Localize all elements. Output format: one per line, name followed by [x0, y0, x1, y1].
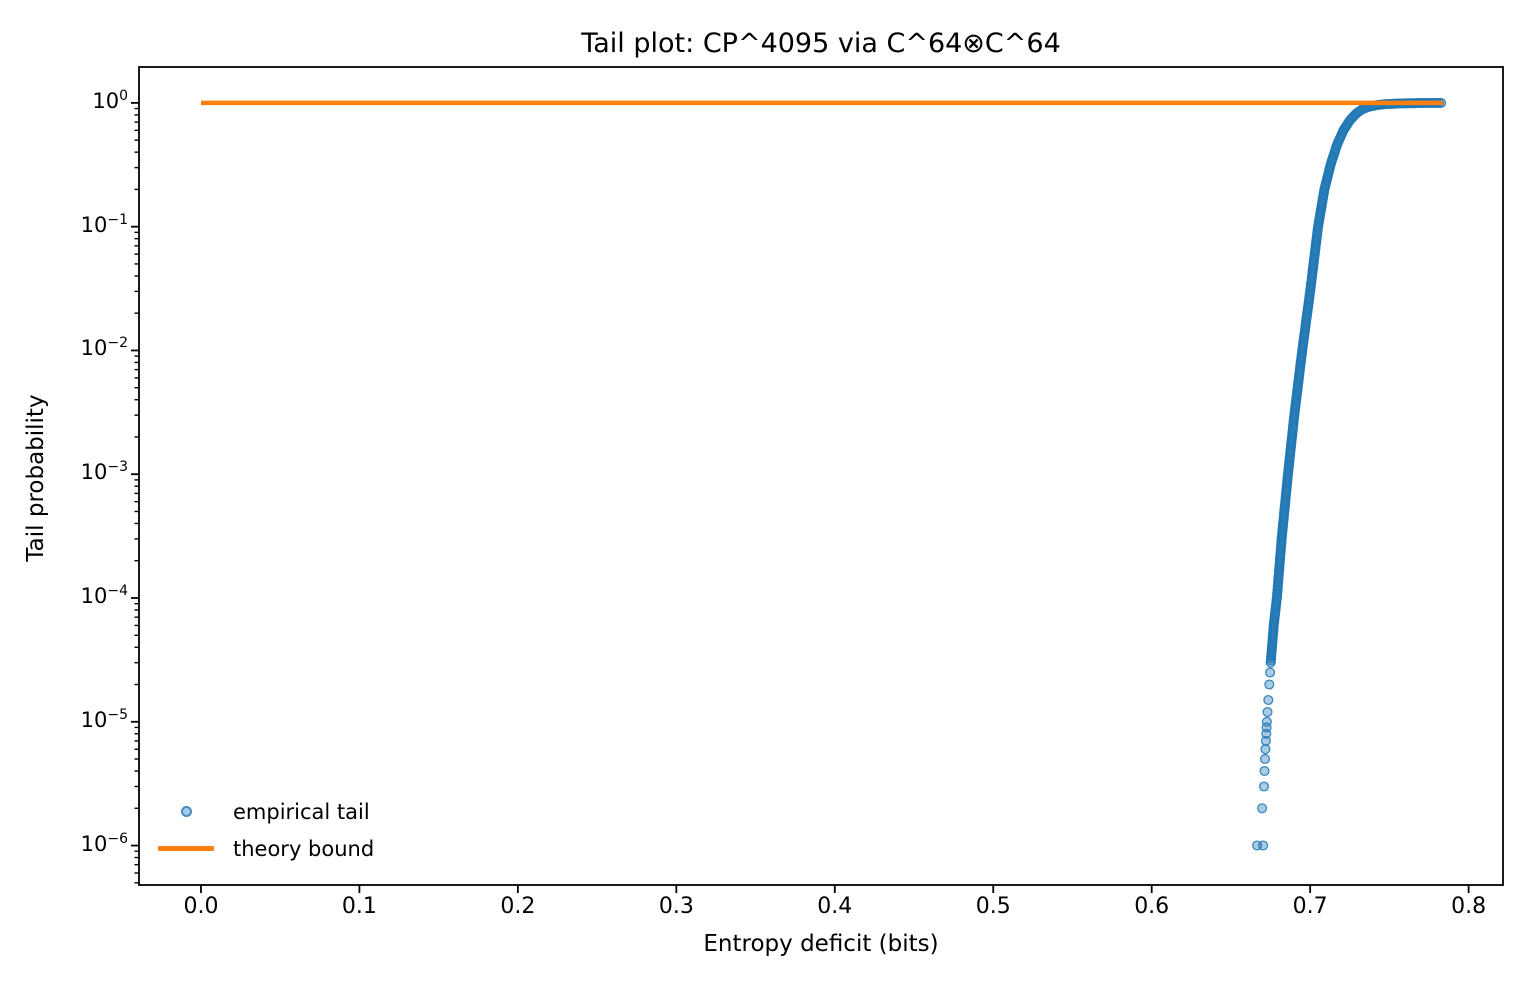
x-tick-label: 0.2 [500, 894, 536, 919]
y-tick-label: 100 [92, 87, 128, 113]
x-axis-label: Entropy deficit (bits) [703, 931, 939, 957]
chart-title: Tail plot: CP^4095 via C^64⊗C^64 [581, 28, 1061, 59]
legend-label: empirical tail [233, 799, 370, 824]
x-tick-label: 0.1 [341, 894, 377, 919]
x-tick-label: 0.3 [658, 894, 694, 919]
x-tick-label: 0.4 [817, 894, 853, 919]
x-tick-label: 0.6 [1134, 894, 1170, 919]
y-tick-label: 10−5 [80, 706, 128, 732]
x-tick-label: 0.8 [1451, 894, 1487, 919]
legend: empirical tail theory bound [155, 793, 455, 867]
legend-entry-theory-bound: theory bound [155, 830, 455, 867]
x-tick-label: 0.7 [1292, 894, 1328, 919]
legend-label: theory bound [233, 836, 375, 861]
legend-entry-empirical-tail: empirical tail [155, 793, 455, 830]
scatter-marker-icon [155, 806, 217, 817]
x-tick-label: 0.5 [975, 894, 1011, 919]
y-tick-label: 10−1 [80, 211, 128, 237]
y-tick-label: 10−4 [80, 582, 128, 608]
y-tick-label: 10−2 [80, 335, 128, 361]
y-tick-label: 10−3 [80, 459, 128, 485]
y-tick-label: 10−6 [80, 830, 128, 856]
x-tick-label: 0.0 [183, 894, 219, 919]
line-swatch-icon [155, 846, 217, 851]
